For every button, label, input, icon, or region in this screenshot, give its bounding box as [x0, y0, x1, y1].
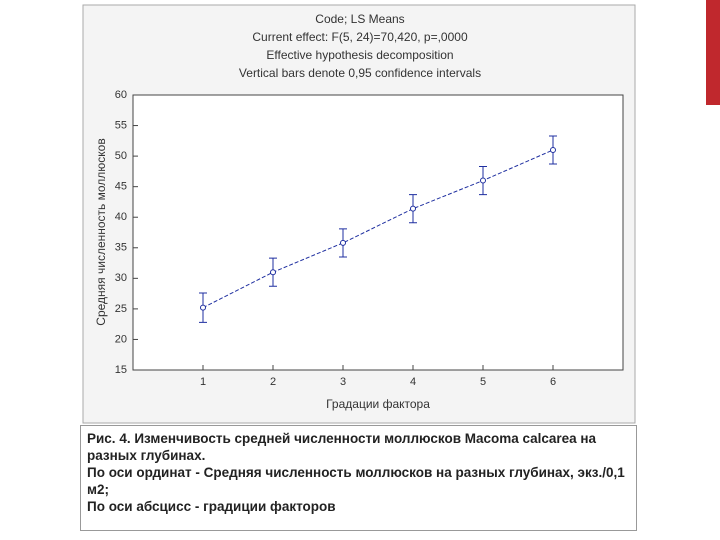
- x-tick-label: 4: [410, 376, 416, 388]
- caption-line: По оси ординат - Средняя численность мол…: [87, 465, 629, 497]
- caption: Рис. 4. Изменчивость средней численности…: [80, 425, 637, 531]
- chart-title: Current effect: F(5, 24)=70,420, p=,0000: [252, 30, 468, 44]
- y-tick-label: 15: [115, 364, 127, 376]
- point: [270, 269, 276, 276]
- x-tick-label: 5: [480, 376, 486, 388]
- point: [200, 304, 206, 311]
- chart: Code; LS Means Current effect: F(5, 24)=7…: [94, 12, 557, 411]
- x-axis-label: Градации фактора: [326, 397, 430, 411]
- point: [480, 177, 486, 184]
- y-tick-label: 60: [115, 89, 127, 101]
- y-tick-label: 20: [115, 333, 127, 345]
- y-tick-label: 40: [115, 211, 127, 223]
- y-tick-label: 30: [115, 272, 127, 284]
- caption-line: Рис. 4. Изменчивость средней численности…: [87, 431, 600, 463]
- point: [340, 239, 346, 246]
- y-tick-label: 35: [115, 242, 127, 254]
- y-tick-label: 45: [115, 181, 127, 193]
- x-tick-label: 6: [550, 376, 556, 388]
- y-tick-label: 55: [115, 119, 127, 131]
- series-line: [202, 149, 554, 309]
- plot-area: [132, 94, 624, 371]
- y-tick-label: 50: [115, 150, 127, 162]
- chart-title: Code; LS Means: [315, 12, 404, 26]
- point: [410, 205, 416, 212]
- accent-bar: [706, 0, 720, 105]
- point: [550, 147, 556, 153]
- y-tick-label: 25: [115, 303, 127, 315]
- y-axis-label: Средняя численность моллюсков: [94, 138, 108, 325]
- caption-line: По оси абсцисс - градиции факторов: [87, 499, 336, 514]
- x-tick-label: 3: [340, 376, 346, 388]
- x-tick-label: 1: [200, 376, 206, 388]
- chart-title: Vertical bars denote 0,95 confidence int…: [239, 66, 481, 80]
- x-tick-label: 2: [270, 376, 276, 388]
- chart-title: Effective hypothesis decomposition: [266, 48, 453, 62]
